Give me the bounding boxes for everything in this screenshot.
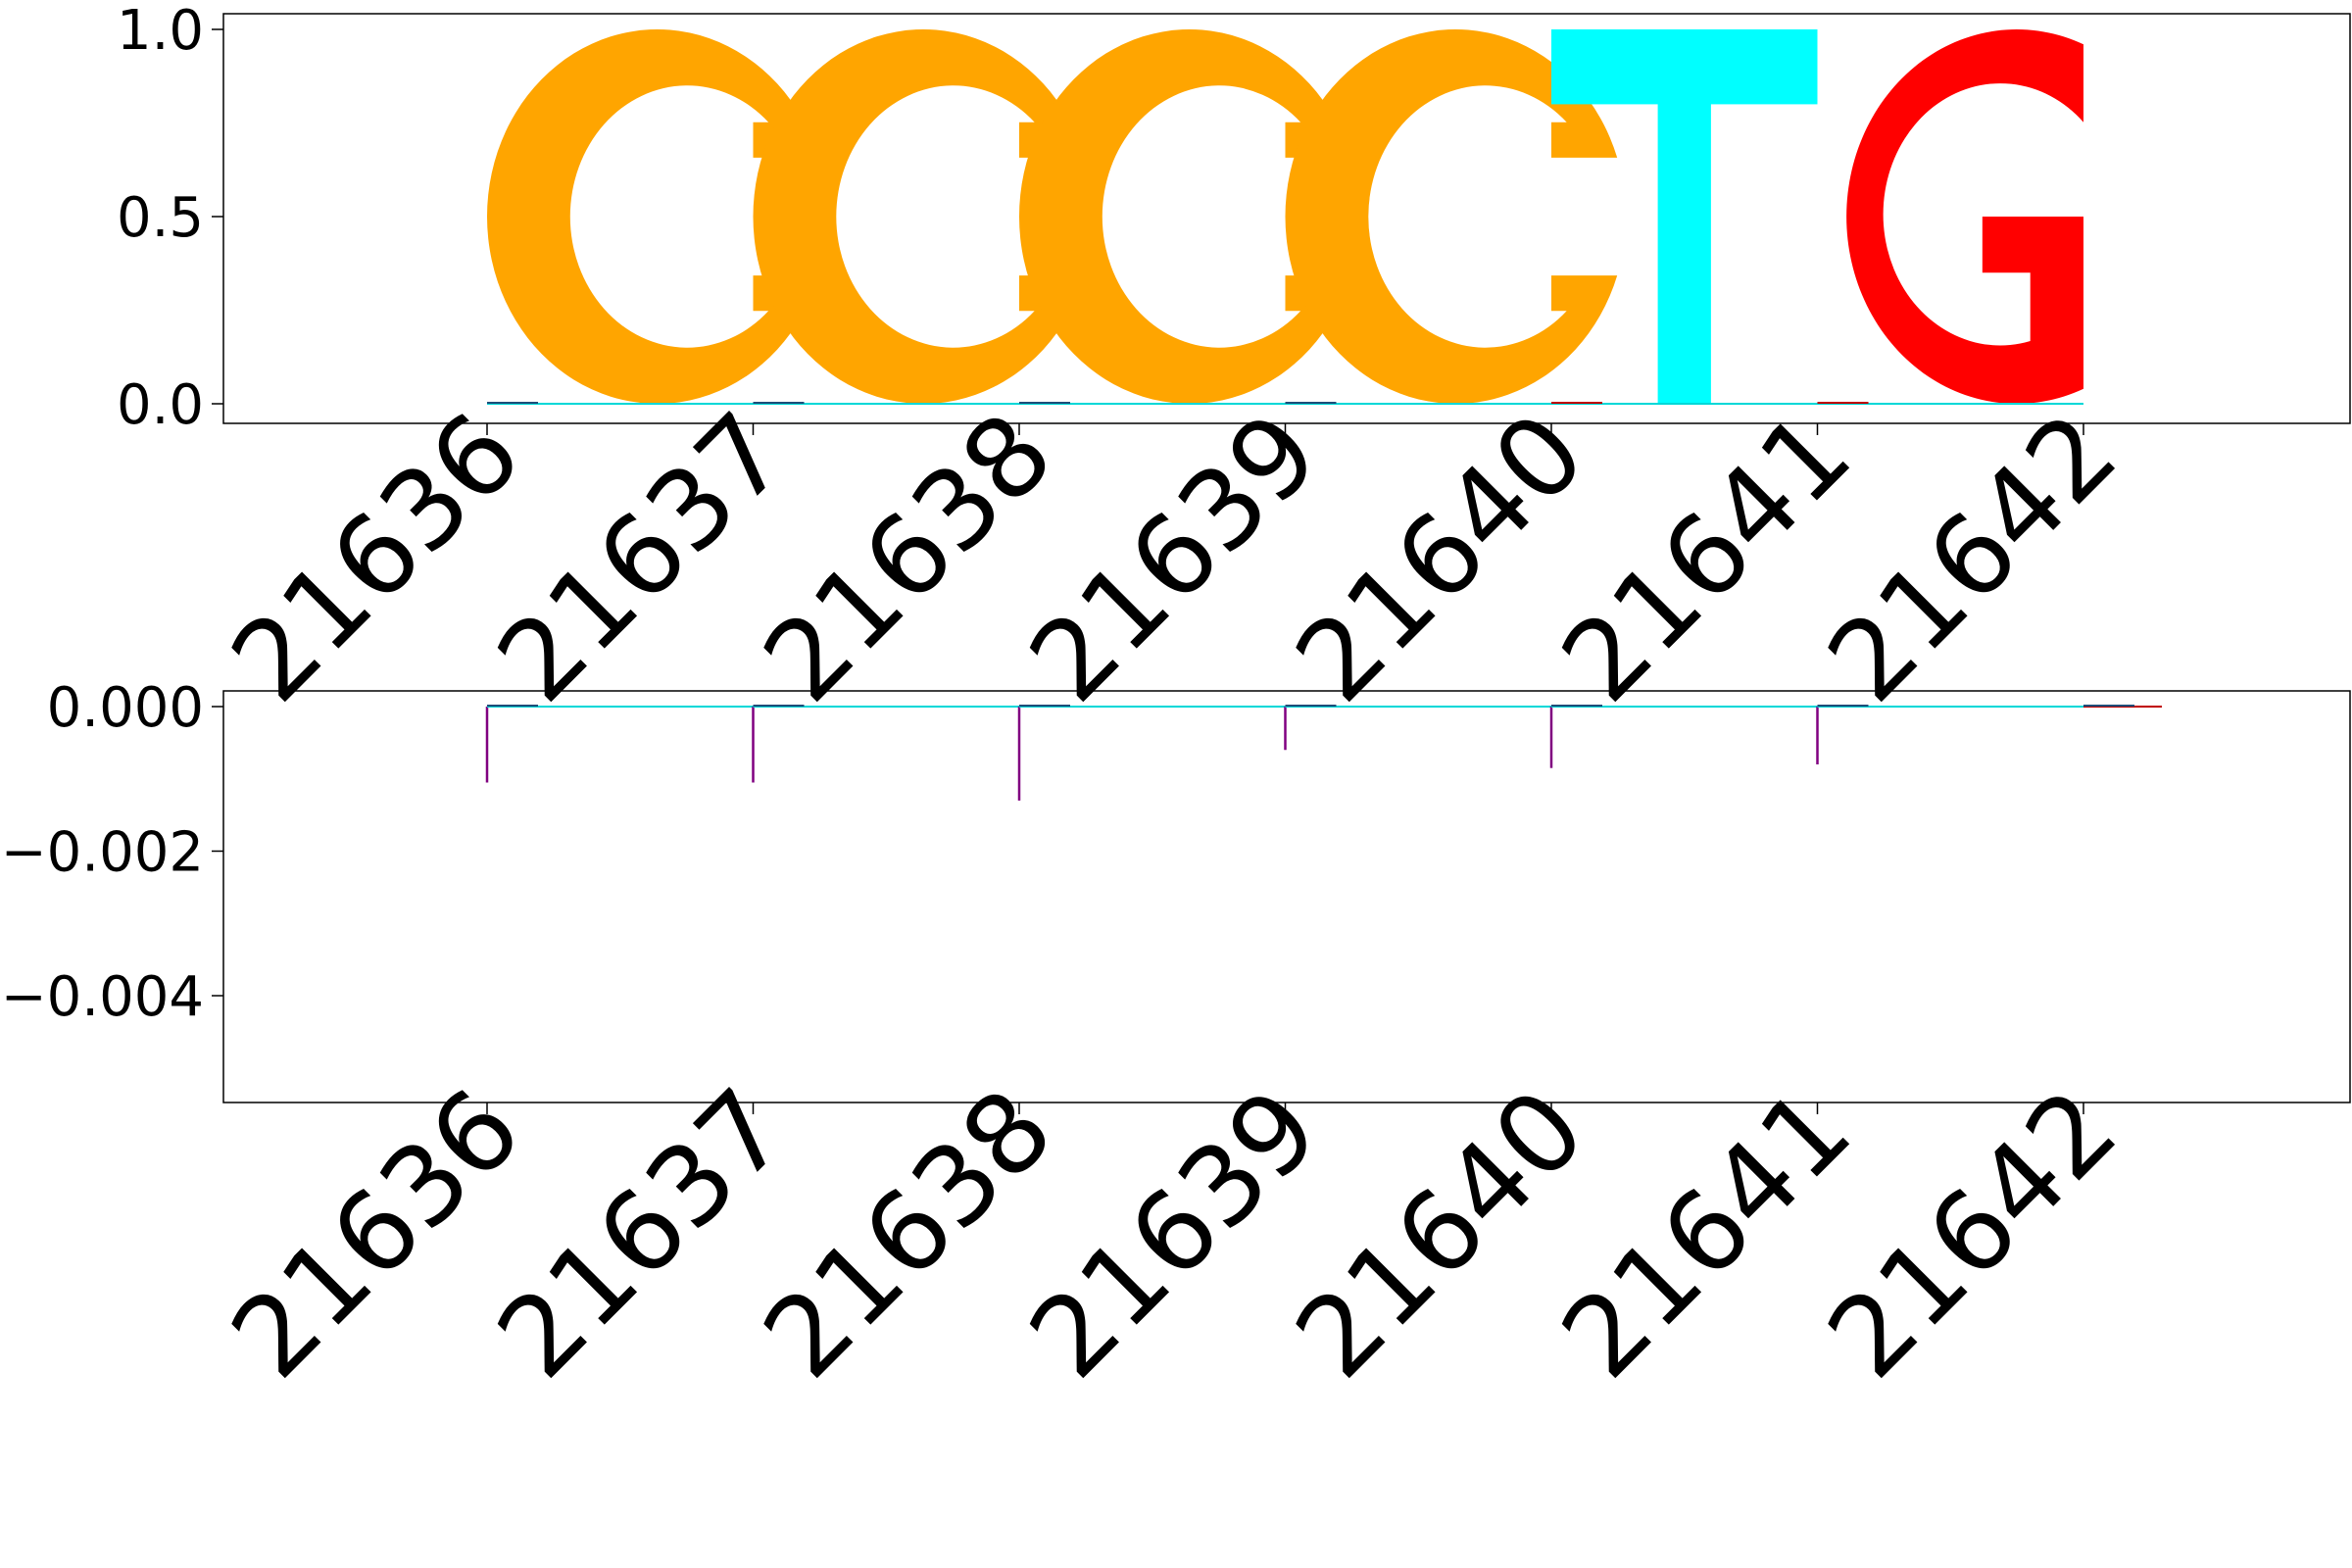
bar-y-tick-label: 0.000 (47, 676, 204, 740)
bar-y-tick-label: −0.002 (1, 821, 204, 885)
logo-x-tick-label: 21638 (740, 389, 1077, 726)
logo-y-tick-label: 1.0 (117, 0, 204, 63)
logo-letter-T (1551, 29, 1818, 404)
logo-x-tick-label: 21639 (1006, 389, 1344, 726)
bar-x-tick-label: 21642 (1804, 1065, 2141, 1402)
logo-letter-C (1018, 28, 1351, 405)
logo-y-axis: 0.0 0.5 1.0 (117, 0, 223, 437)
logo-letter-G-shape (1846, 28, 2083, 404)
logo-x-tick-label: 21636 (208, 389, 545, 726)
logo-panel: 0.0 0.5 1.0 216362163721638216392164021641… (117, 0, 2351, 726)
logo-y-tick-label: 0.5 (117, 186, 204, 250)
logo-letter-C-shape (753, 28, 1086, 405)
logo-baseline-marks (487, 402, 2083, 405)
logo-letters (487, 28, 2083, 405)
logo-x-tick-label: 21642 (1804, 389, 2141, 726)
logo-axes-frame (222, 13, 2351, 424)
bar-x-tick-label: 21641 (1539, 1065, 1876, 1402)
logo-x-tick-label: 21640 (1272, 389, 1609, 726)
bar-x-tick-label: 21636 (208, 1065, 545, 1402)
logo-letter-G (1846, 28, 2083, 404)
logo-letter-C-shape (1285, 29, 1618, 404)
logo-letter-C-shape (1018, 28, 1351, 405)
bar-x-tick-label: 21638 (740, 1065, 1077, 1402)
logo-x-tick-label: 21637 (474, 389, 811, 726)
logo-x-tick-label: 21641 (1539, 389, 1876, 726)
bar-y-axis: 0.000 −0.002 −0.004 (1, 676, 223, 1029)
bar-x-tick-label: 21637 (474, 1065, 811, 1402)
bar-series (485, 705, 2162, 801)
logo-letter-C (753, 28, 1086, 405)
logo-letter-C (1285, 29, 1618, 404)
logo-y-tick-label: 0.0 (117, 373, 204, 437)
logo-letter-C (487, 28, 819, 405)
bar-x-tick-label: 21640 (1272, 1065, 1609, 1402)
logo-letter-T-stem (1657, 29, 1711, 404)
bar-panel: 0.000−0.002−0.004 2163621637216382163921… (1, 676, 2351, 1402)
logo-letter-C-shape (487, 28, 819, 405)
bar-axes-frame (222, 690, 2351, 1103)
bar-y-tick-label: −0.004 (1, 965, 204, 1029)
bar-x-tick-label: 21639 (1006, 1065, 1344, 1402)
